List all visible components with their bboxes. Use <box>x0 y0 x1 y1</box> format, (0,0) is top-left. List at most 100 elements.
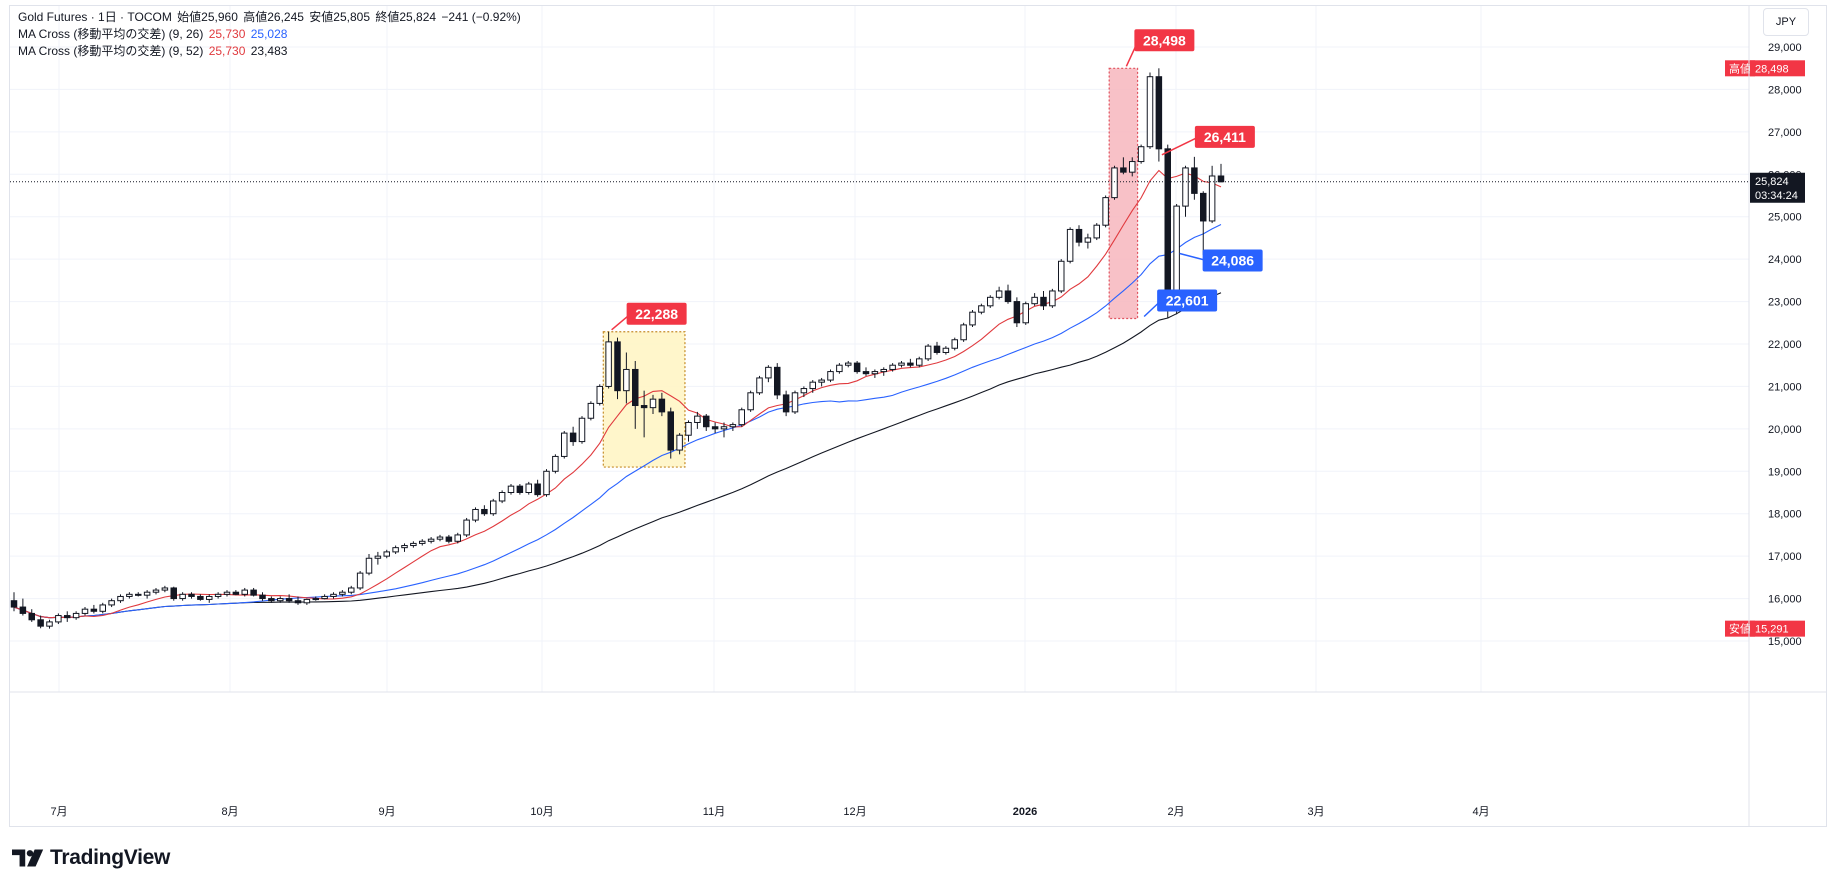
candle[interactable] <box>436 534 444 542</box>
price-axis[interactable]: 15,000 16,000 17,000 18,000 19,000 20,000 21,0… <box>1725 42 1805 648</box>
candle[interactable] <box>312 596 320 601</box>
candle[interactable] <box>37 615 44 629</box>
callout-red[interactable]: 22,288 <box>611 302 687 331</box>
candle[interactable] <box>773 363 781 400</box>
candle[interactable] <box>560 430 568 459</box>
candle[interactable] <box>1004 284 1012 304</box>
candle[interactable] <box>827 369 834 383</box>
candle[interactable] <box>924 344 932 361</box>
candle[interactable] <box>55 613 62 625</box>
candle[interactable] <box>729 422 737 431</box>
candle[interactable] <box>853 360 861 374</box>
callout-red[interactable]: 26,411 <box>1161 125 1255 156</box>
candle[interactable] <box>1013 297 1021 328</box>
candle[interactable] <box>268 596 275 603</box>
candle[interactable] <box>276 596 284 603</box>
candle[interactable] <box>756 375 763 395</box>
candle[interactable] <box>667 407 675 459</box>
candle[interactable] <box>356 570 364 591</box>
callout-blue[interactable]: 22,601 <box>1143 289 1218 318</box>
candle[interactable] <box>933 341 941 355</box>
candle[interactable] <box>960 322 967 342</box>
candle[interactable] <box>907 358 914 368</box>
candle[interactable] <box>303 598 311 605</box>
candle[interactable] <box>134 592 142 597</box>
candle[interactable] <box>445 534 453 544</box>
candle[interactable] <box>472 507 479 523</box>
candle[interactable] <box>1031 293 1038 306</box>
candle[interactable] <box>915 356 923 368</box>
candle[interactable] <box>1217 163 1225 183</box>
candle[interactable] <box>818 377 825 387</box>
candle[interactable] <box>259 592 266 601</box>
candle[interactable] <box>365 554 373 576</box>
candle[interactable] <box>347 585 355 595</box>
candle[interactable] <box>90 604 98 614</box>
candle[interactable] <box>543 469 550 497</box>
candle[interactable] <box>498 490 506 504</box>
candle[interactable] <box>170 586 178 601</box>
candle[interactable] <box>1075 225 1083 247</box>
candle[interactable] <box>1128 157 1136 177</box>
candle[interactable] <box>614 337 621 400</box>
candle[interactable] <box>1199 191 1207 255</box>
candle[interactable] <box>898 360 905 368</box>
legend-symbol[interactable]: Gold Futures · 1日 · TOCOM <box>18 10 172 24</box>
candle[interactable] <box>81 607 89 616</box>
time-axis[interactable]: 7月 8月 9月 10月 11月 12月 2026 2月 3月 4月 <box>50 806 1489 818</box>
candle[interactable] <box>605 331 612 389</box>
candle[interactable] <box>197 594 204 601</box>
candle[interactable] <box>294 596 302 605</box>
candle[interactable] <box>72 611 80 620</box>
legend-indicator-2[interactable]: MA Cross (移動平均の交差) (9, 52) 25,730 23,483 <box>18 43 521 60</box>
candle[interactable] <box>623 352 630 404</box>
candle[interactable] <box>986 295 994 308</box>
candle[interactable] <box>374 551 382 565</box>
candle[interactable] <box>489 498 497 516</box>
callout-blue[interactable]: 24,086 <box>1179 249 1263 272</box>
candle[interactable] <box>836 363 843 374</box>
candle[interactable] <box>978 303 985 315</box>
candle[interactable] <box>99 602 107 614</box>
candle[interactable] <box>1022 301 1030 325</box>
callout-red[interactable]: 28,498 <box>1125 29 1195 67</box>
candle[interactable] <box>711 422 719 434</box>
candle[interactable] <box>534 479 541 497</box>
candle[interactable] <box>392 545 399 555</box>
candle[interactable] <box>232 590 240 596</box>
candle[interactable] <box>1111 165 1118 200</box>
candle[interactable] <box>596 384 604 406</box>
candle[interactable] <box>676 433 683 455</box>
candle[interactable] <box>205 594 213 603</box>
candle[interactable] <box>418 539 426 546</box>
candle[interactable] <box>871 369 879 378</box>
candle[interactable] <box>152 587 160 595</box>
candle[interactable] <box>1155 68 1163 162</box>
candle[interactable] <box>1208 165 1216 224</box>
candle[interactable] <box>28 609 36 622</box>
candle[interactable] <box>1191 156 1198 200</box>
candle[interactable] <box>63 611 71 622</box>
candle[interactable] <box>809 380 817 393</box>
tradingview-logo[interactable]: TradingView <box>12 846 170 870</box>
candle[interactable] <box>161 585 169 593</box>
candle[interactable] <box>969 310 976 328</box>
candle[interactable] <box>880 367 888 376</box>
candle[interactable] <box>1057 259 1065 294</box>
candle[interactable] <box>694 411 701 429</box>
candle[interactable] <box>108 598 115 608</box>
candle[interactable] <box>649 394 657 415</box>
price-chart[interactable]: 22,288 28,498 26,411 24,086 22,601 15,000 16,0… <box>10 6 1826 826</box>
candle[interactable] <box>1084 233 1092 249</box>
candle[interactable] <box>1040 290 1047 311</box>
candle[interactable] <box>791 390 799 415</box>
candle[interactable] <box>10 592 18 612</box>
candle[interactable] <box>126 592 133 599</box>
candle[interactable] <box>747 390 754 412</box>
candle[interactable] <box>951 337 959 351</box>
candle[interactable] <box>214 592 222 599</box>
candle[interactable] <box>1146 72 1154 149</box>
candle[interactable] <box>844 360 852 368</box>
candle[interactable] <box>179 592 186 601</box>
candle[interactable] <box>188 592 195 599</box>
